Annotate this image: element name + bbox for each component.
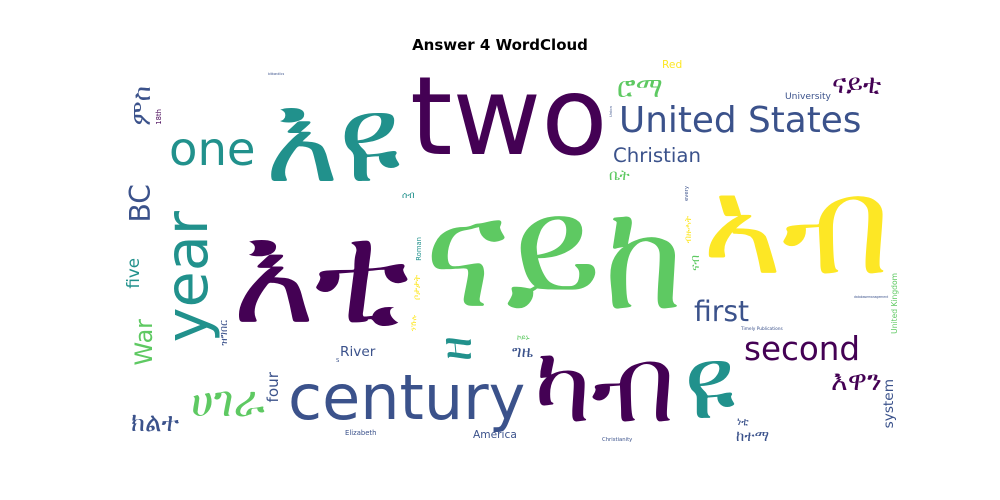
chart-title: Answer 4 WordCloud bbox=[412, 36, 588, 54]
cloud-word: ከ bbox=[603, 171, 685, 343]
cloud-word: Red bbox=[662, 60, 683, 71]
cloud-word: ዝግበር bbox=[217, 320, 230, 346]
cloud-word: ቦታታት bbox=[413, 275, 423, 301]
cloud-word: S bbox=[336, 358, 340, 364]
cloud-word: ሀገራ bbox=[191, 377, 265, 427]
cloud-word: century bbox=[288, 361, 526, 434]
cloud-word: system bbox=[881, 379, 897, 429]
cloud-word: ቤት bbox=[609, 166, 630, 184]
cloud-word: ኣብ bbox=[702, 147, 891, 306]
cloud-word: one bbox=[169, 122, 256, 176]
cloud-word: America bbox=[473, 428, 517, 441]
cloud-word: Union bbox=[608, 106, 613, 117]
cloud-word: እዩ bbox=[265, 67, 401, 211]
cloud-word: ናይ bbox=[424, 162, 602, 343]
cloud-word: databasemanagement bbox=[854, 295, 889, 299]
cloud-word: ኮይኑ bbox=[517, 333, 530, 342]
cloud-word: Timely Publications bbox=[741, 327, 783, 332]
cloud-word: 18th bbox=[155, 109, 163, 125]
word-cloud: ናይ ከ እቲ ኣብ እዩ two ካብ ዩ century year United States s… bbox=[125, 60, 900, 445]
cloud-word: Christian bbox=[613, 144, 701, 167]
cloud-word: Roman bbox=[415, 237, 423, 261]
cloud-word: bitkondiics bbox=[268, 72, 285, 76]
cloud-word: ብዙሓት bbox=[684, 216, 694, 244]
cloud-word: እቲ bbox=[232, 193, 409, 355]
cloud-word: ካብ bbox=[534, 323, 676, 445]
cloud-word: ክልተ bbox=[131, 408, 180, 438]
cloud-word: ሮማ bbox=[617, 71, 663, 104]
cloud-word: University bbox=[785, 92, 831, 102]
cloud-word: ነቲ bbox=[737, 415, 749, 428]
cloud-word: BC bbox=[125, 184, 157, 223]
cloud-word: Elizabeth bbox=[345, 429, 377, 437]
cloud-word: first bbox=[694, 295, 750, 328]
cloud-word: every bbox=[684, 186, 690, 201]
cloud-word: ዩ bbox=[684, 324, 736, 443]
cloud-word: two bbox=[410, 60, 608, 180]
cloud-word: second bbox=[744, 330, 861, 368]
cloud-word: year bbox=[152, 211, 221, 343]
cloud-word: River bbox=[340, 344, 376, 360]
cloud-word: እዋን bbox=[831, 364, 882, 397]
cloud-word: ምስ bbox=[127, 86, 157, 126]
cloud-word: ከተማ bbox=[736, 427, 770, 445]
cloud-word: United Kingdom bbox=[890, 273, 899, 334]
cloud-word: War bbox=[130, 319, 158, 366]
cloud-word: ሰብ bbox=[402, 191, 415, 201]
cloud-word: ግዜ bbox=[512, 341, 534, 361]
cloud-word: Christianity bbox=[602, 437, 633, 443]
cloud-word: United States bbox=[619, 100, 862, 141]
cloud-word: ናይቲ bbox=[832, 69, 882, 100]
cloud-word: ዘ bbox=[428, 336, 482, 362]
cloud-word: five bbox=[125, 258, 143, 289]
cloud-word: four bbox=[264, 372, 282, 403]
cloud-word: ናብ bbox=[688, 255, 702, 271]
cloud-word: ንኹሉ bbox=[409, 315, 418, 332]
